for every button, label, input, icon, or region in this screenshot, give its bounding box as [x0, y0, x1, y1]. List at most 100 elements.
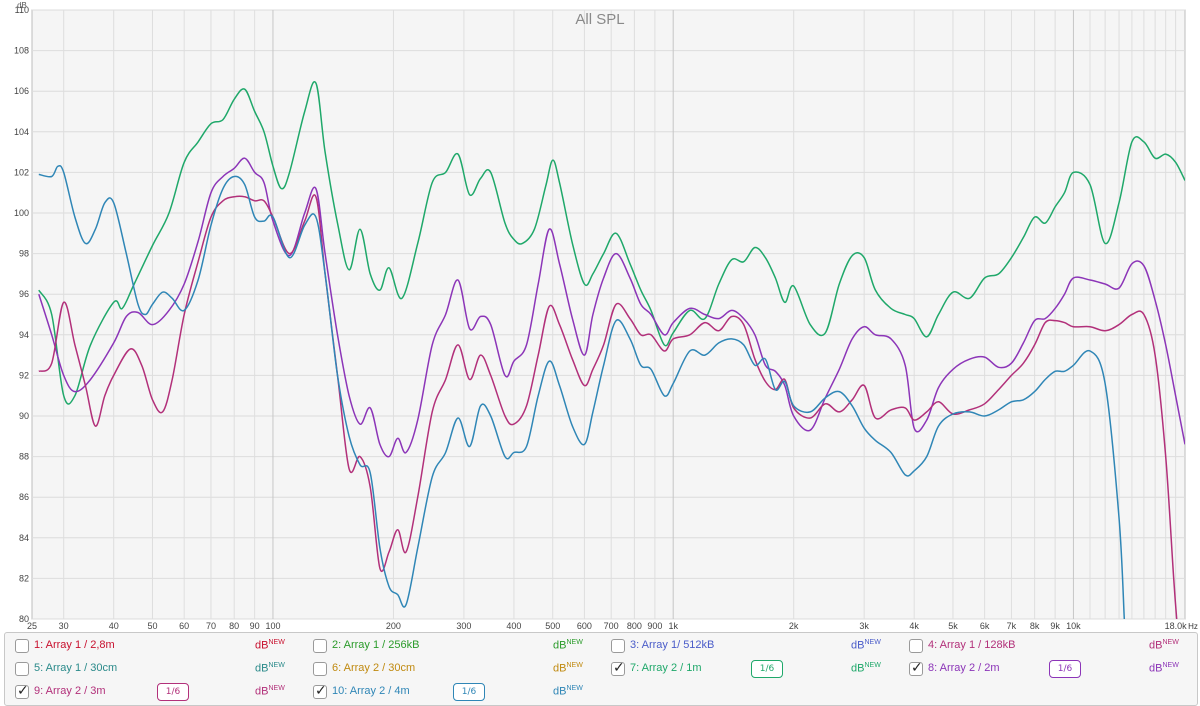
db-setting[interactable]: dBNEW — [851, 639, 881, 652]
x-tick-label: 500 — [545, 621, 560, 630]
grid — [32, 9, 1185, 620]
checkbox[interactable] — [313, 662, 327, 676]
legend-item-5: 5: Array 1 / 30cm dBNEW — [9, 657, 299, 681]
x-tick-label: 80 — [229, 621, 239, 630]
legend-label: 9: Array 2 / 3m — [34, 685, 106, 697]
check-icon: ✓ — [911, 660, 923, 676]
checkbox[interactable]: ✓ — [15, 683, 29, 699]
x-ticks: 25 30 40 50 60 70 80 90 100 200 300 400 500 600 700 800… — [27, 621, 1187, 630]
legend-label: 5: Array 1 / 30cm — [34, 662, 118, 674]
db-setting[interactable]: dBNEW — [1149, 639, 1179, 652]
db-setting[interactable]: dBNEW — [255, 685, 285, 698]
legend-item-8: ✓ 8: Array 2 / 2m 1/6 dBNEW — [903, 657, 1193, 681]
y-tick-label: 98 — [19, 249, 29, 259]
y-tick-label: 96 — [19, 289, 29, 299]
series-line-3 — [38, 194, 1178, 619]
smoothing-button[interactable]: 1/6 — [453, 683, 485, 701]
series-lines — [38, 81, 1185, 619]
x-tick-label: 900 — [647, 621, 662, 630]
y-tick-label: 88 — [19, 452, 29, 462]
db-setting[interactable]: dBNEW — [553, 685, 583, 698]
x-tick-label: 90 — [250, 621, 260, 630]
checkbox[interactable] — [611, 639, 625, 653]
y-tick-label: 90 — [19, 411, 29, 421]
db-setting[interactable]: dBNEW — [255, 662, 285, 675]
x-tick-label: 25 — [27, 621, 37, 630]
legend-panel: 1: Array 1 / 2,8m dBNEW 2: Array 1 / 256… — [4, 632, 1198, 706]
legend-item-4: 4: Array 1 / 128kB dBNEW — [903, 634, 1193, 658]
check-icon: ✓ — [315, 683, 327, 699]
db-setting[interactable]: dBNEW — [255, 639, 285, 652]
legend-row-2: 5: Array 1 / 30cm dBNEW 6: Array 2 / 30c… — [5, 657, 1197, 681]
x-tick-label: 1k — [668, 621, 678, 630]
y-tick-label: 92 — [19, 370, 29, 380]
legend-label: 8: Array 2 / 2m — [928, 662, 1000, 674]
legend-label: 6: Array 2 / 30cm — [332, 662, 416, 674]
x-tick-label: 200 — [386, 621, 401, 630]
x-tick-label: 6k — [980, 621, 990, 630]
x-tick-label: 2k — [789, 621, 799, 630]
checkbox[interactable] — [909, 639, 923, 653]
x-tick-label: 400 — [506, 621, 521, 630]
checkbox[interactable] — [15, 639, 29, 653]
series-line-2 — [38, 157, 1185, 458]
db-setting[interactable]: dBNEW — [851, 662, 881, 675]
legend-label: 7: Array 2 / 1m — [630, 662, 702, 674]
legend-label: 1: Array 1 / 2,8m — [34, 639, 115, 651]
smoothing-button[interactable]: 1/6 — [751, 660, 783, 678]
smoothing-button[interactable]: 1/6 — [1049, 660, 1081, 678]
y-axis-unit: dB — [17, 1, 27, 10]
y-tick-label: 82 — [19, 573, 29, 583]
x-tick-label: 50 — [147, 621, 157, 630]
legend-item-6: 6: Array 2 / 30cm dBNEW — [307, 657, 597, 681]
checkbox[interactable] — [15, 662, 29, 676]
y-tick-label: 84 — [19, 533, 29, 543]
x-axis-unit: Hz — [1188, 622, 1198, 630]
legend-item-2: 2: Array 1 / 256kB dBNEW — [307, 634, 597, 658]
checkbox[interactable]: ✓ — [909, 660, 923, 676]
x-tick-label: 7k — [1007, 621, 1017, 630]
y-tick-label: 86 — [19, 492, 29, 502]
x-tick-label: 60 — [179, 621, 189, 630]
db-setting[interactable]: dBNEW — [1149, 662, 1179, 675]
checkbox[interactable]: ✓ — [313, 683, 327, 699]
x-tick-label: 18.0k — [1165, 621, 1188, 630]
legend-item-7: ✓ 7: Array 2 / 1m 1/6 dBNEW — [605, 657, 895, 681]
x-tick-label: 40 — [109, 621, 119, 630]
legend-item-1: 1: Array 1 / 2,8m dBNEW — [9, 634, 299, 658]
y-tick-label: 110 — [15, 5, 29, 15]
y-ticks: 80 82 84 86 88 90 92 94 96 98 100 102 104 106 108 110 — [14, 5, 29, 624]
series-line-1 — [38, 81, 1185, 405]
db-setting[interactable]: dBNEW — [553, 639, 583, 652]
x-tick-label: 5k — [948, 621, 958, 630]
legend-item-9: ✓ 9: Array 2 / 3m 1/6 dBNEW — [9, 680, 299, 704]
chart-title: All SPL — [575, 11, 624, 28]
spl-chart: 80 82 84 86 88 90 92 94 96 98 100 102 104 106 108 110 2… — [13, 1, 1198, 630]
y-tick-label: 104 — [14, 127, 29, 137]
legend-label: 10: Array 2 / 4m — [332, 685, 410, 697]
x-tick-label: 9k — [1050, 621, 1060, 630]
y-tick-label: 108 — [14, 46, 29, 56]
db-setting[interactable]: dBNEW — [553, 662, 583, 675]
checkbox[interactable]: ✓ — [611, 660, 625, 676]
plot-area[interactable] — [31, 9, 1186, 620]
legend-item-10: ✓ 10: Array 2 / 4m 1/6 dBNEW — [307, 680, 597, 704]
smoothing-button[interactable]: 1/6 — [157, 683, 189, 701]
x-tick-label: 3k — [859, 621, 869, 630]
x-tick-label: 8k — [1030, 621, 1040, 630]
legend-row-3: ✓ 9: Array 2 / 3m 1/6 dBNEW ✓ 10: Array … — [5, 680, 1197, 704]
x-tick-label: 70 — [206, 621, 216, 630]
y-tick-label: 80 — [19, 614, 29, 624]
x-tick-label: 10k — [1066, 621, 1081, 630]
y-tick-label: 94 — [19, 330, 29, 340]
check-icon: ✓ — [613, 660, 625, 676]
series-line-4 — [38, 164, 1126, 619]
checkbox[interactable] — [313, 639, 327, 653]
y-tick-label: 102 — [14, 167, 29, 177]
legend-label: 2: Array 1 / 256kB — [332, 639, 420, 651]
x-tick-label: 600 — [577, 621, 592, 630]
x-tick-label: 300 — [456, 621, 471, 630]
x-tick-label: 30 — [59, 621, 69, 630]
legend-label: 3: Array 1/ 512kB — [630, 639, 715, 651]
legend-item-3: 3: Array 1/ 512kB dBNEW — [605, 634, 895, 658]
